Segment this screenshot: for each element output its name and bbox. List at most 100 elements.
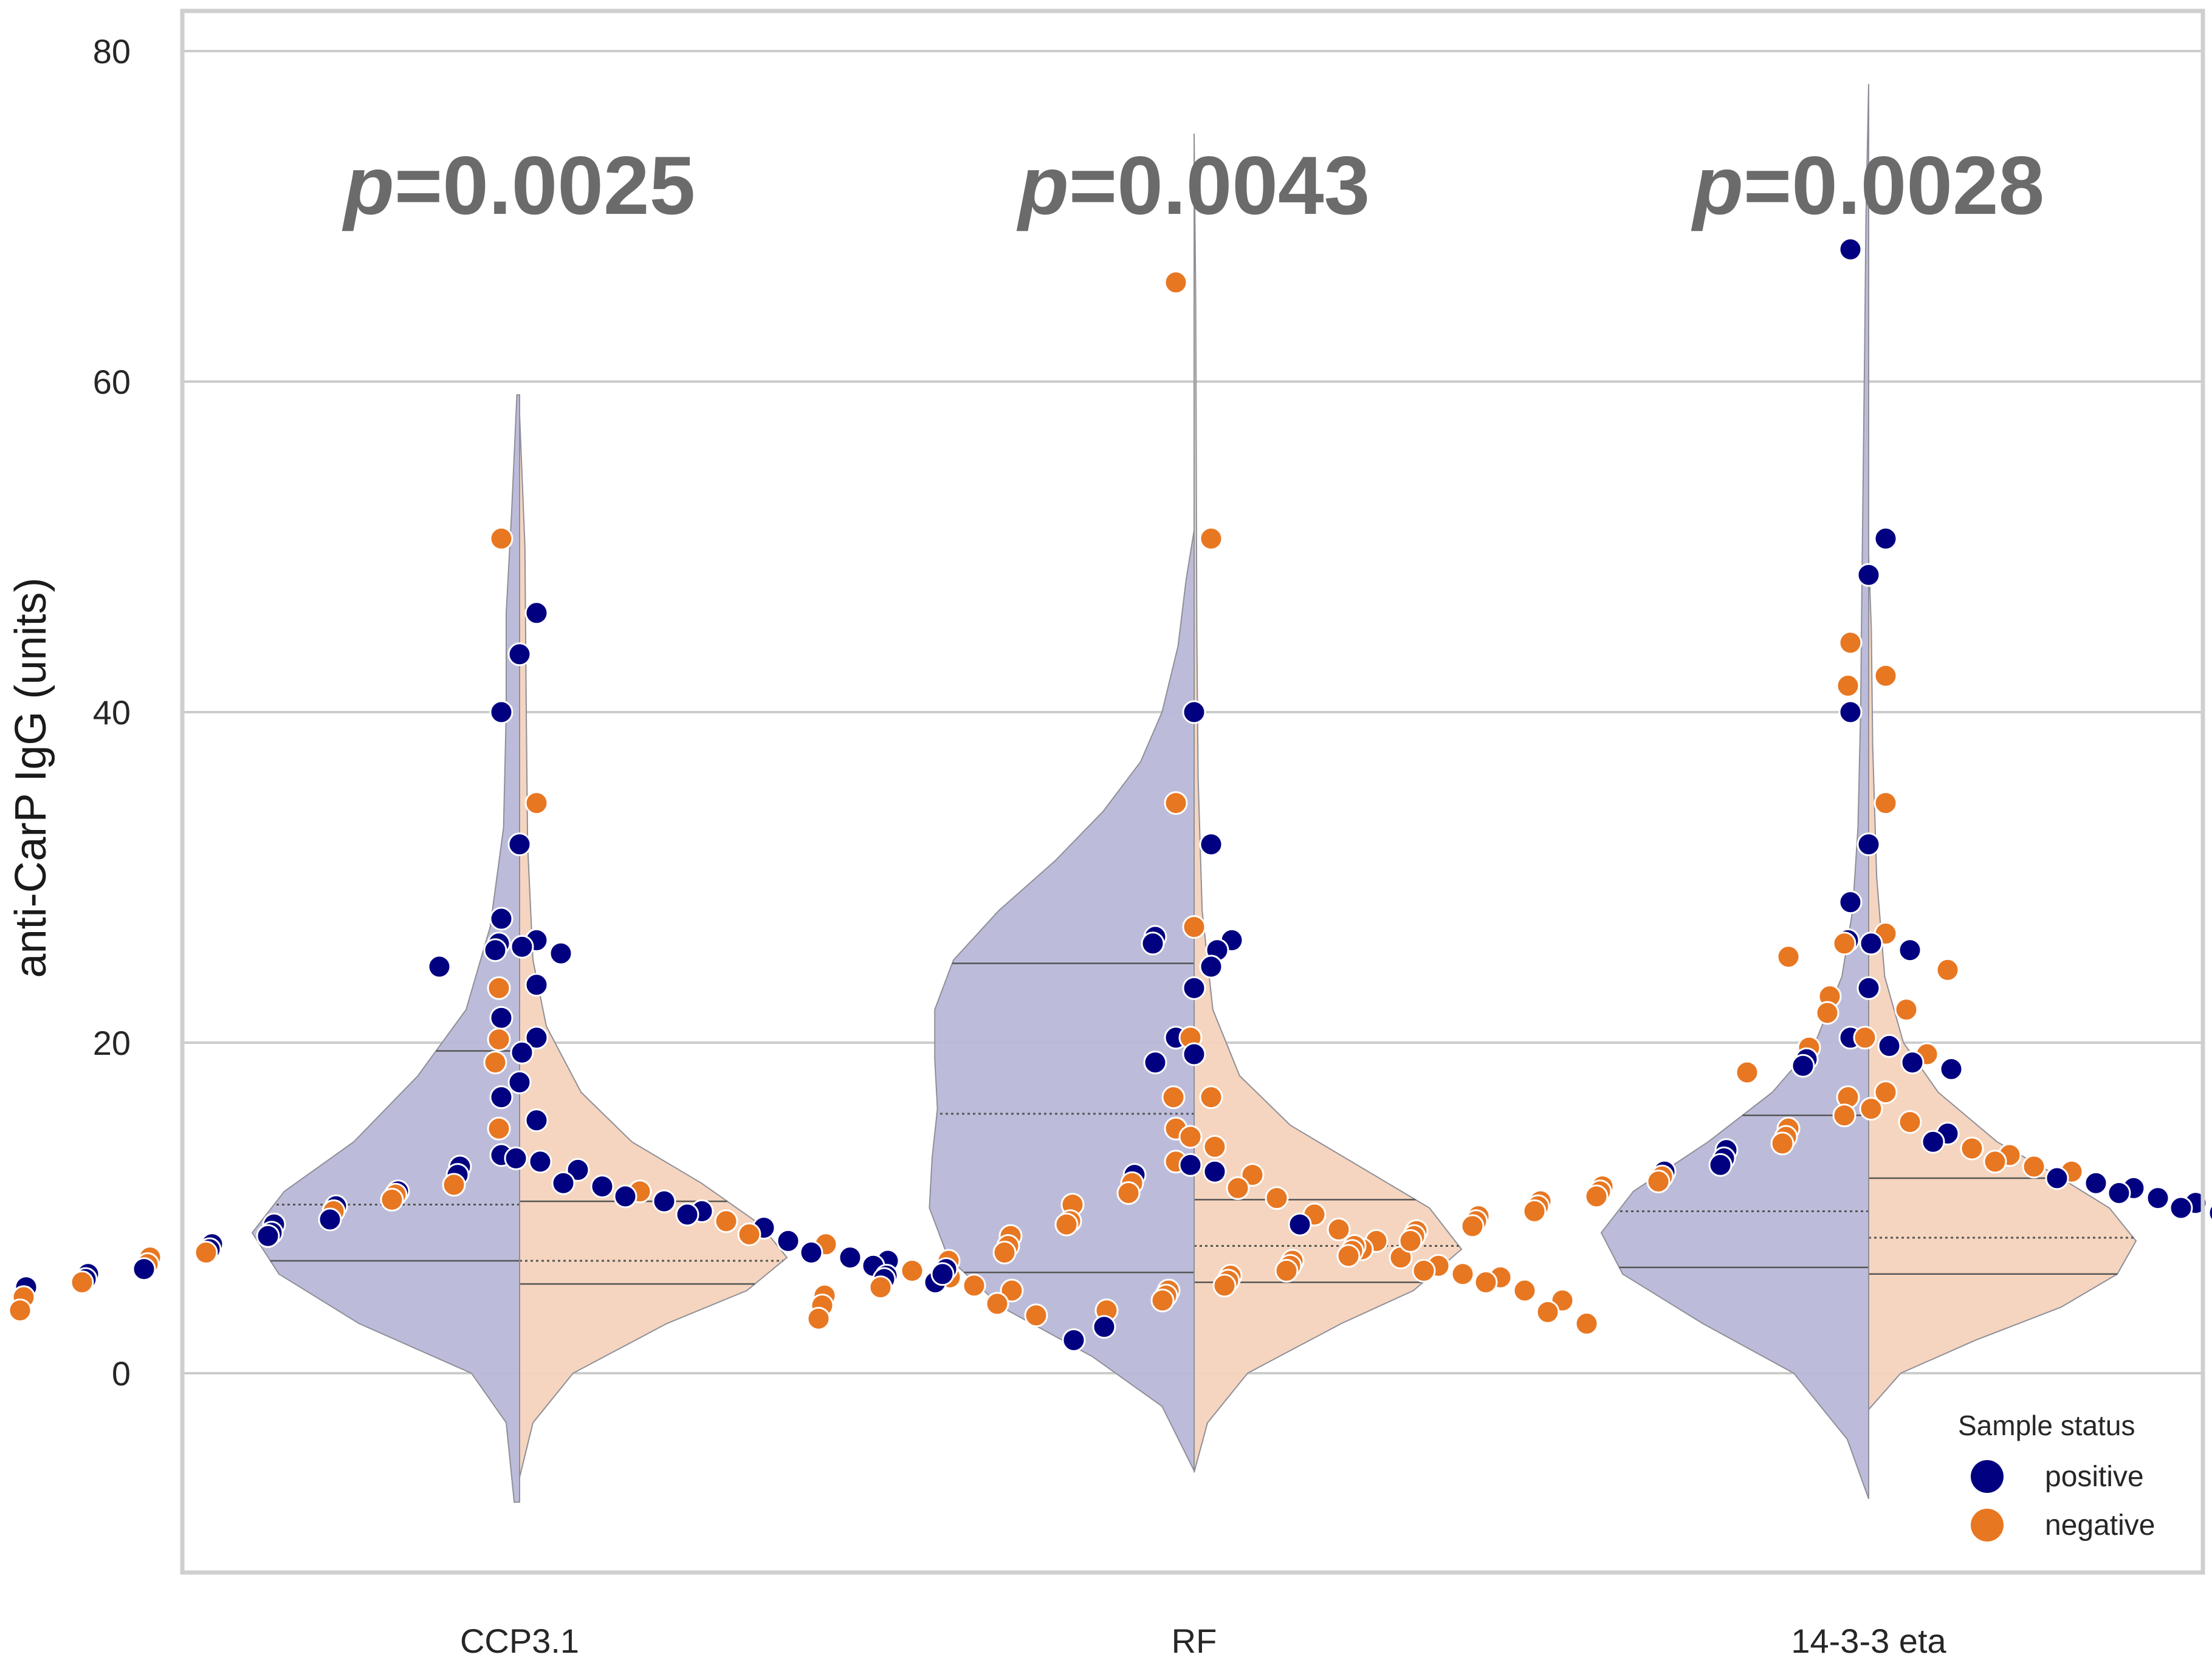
data-point-positive <box>483 938 507 962</box>
data-point-negative <box>1024 1303 1048 1328</box>
data-point-positive <box>2107 1181 2131 1205</box>
data-point-positive <box>1182 700 1206 724</box>
data-point-positive <box>1921 1130 1945 1154</box>
data-point-positive <box>1203 1159 1227 1184</box>
p-value-number: =0.0025 <box>394 139 695 232</box>
data-point-negative <box>1336 1244 1361 1268</box>
data-point-positive <box>1141 931 1165 956</box>
violin-negative-1 <box>1194 133 1463 1473</box>
data-point-negative <box>1898 1110 1922 1134</box>
data-point-positive <box>1900 1051 1925 1075</box>
data-point-positive <box>551 1171 575 1195</box>
data-point-positive <box>507 1070 532 1094</box>
data-point-negative <box>1000 1278 1024 1303</box>
data-point-positive <box>776 1229 800 1253</box>
data-point-negative <box>1584 1184 1609 1209</box>
data-point-negative <box>1265 1186 1289 1210</box>
violin-negative-2 <box>1868 555 2137 1410</box>
data-point-negative <box>8 1298 32 1323</box>
data-point-positive <box>507 832 532 857</box>
p-value-prefix: p <box>1691 139 1743 232</box>
p-value-label: p=0.0025 <box>342 139 695 232</box>
data-point-negative <box>1874 791 1898 815</box>
violin-positive-2 <box>1600 84 1869 1500</box>
data-point-positive <box>1182 976 1206 1000</box>
data-point-positive <box>510 1040 534 1065</box>
data-point-negative <box>1874 664 1898 688</box>
data-point-positive <box>1178 1153 1203 1177</box>
data-point-positive <box>132 1257 156 1281</box>
data-point-negative <box>1054 1212 1079 1236</box>
data-point-negative <box>1735 1060 1759 1085</box>
data-point-negative <box>442 1173 466 1197</box>
data-point-positive <box>613 1184 637 1209</box>
data-point-negative <box>1983 1150 2007 1174</box>
violins <box>251 84 2137 1503</box>
data-point-positive <box>2146 1186 2170 1210</box>
data-point-positive <box>1856 976 1881 1000</box>
data-point-positive <box>549 941 573 965</box>
y-tick-label: 40 <box>93 693 131 732</box>
data-point-negative <box>1274 1258 1299 1283</box>
p-value-number: =0.0043 <box>1069 139 1370 232</box>
data-point-negative <box>487 1116 511 1140</box>
data-point-positive <box>507 642 532 667</box>
legend-label-positive: positive <box>2045 1461 2144 1493</box>
data-point-negative <box>1199 1085 1223 1110</box>
legend: Sample status positive negative <box>1958 1410 2155 1542</box>
data-point-positive <box>1874 526 1898 550</box>
data-points <box>8 237 2212 1353</box>
data-point-negative <box>1935 958 1960 982</box>
data-point-negative <box>1150 1288 1175 1312</box>
violin-positive-1 <box>929 530 1195 1471</box>
data-point-negative <box>1164 270 1188 295</box>
data-point-positive <box>1062 1328 1086 1353</box>
data-point-negative <box>2022 1154 2046 1179</box>
data-point-negative <box>1874 1080 1898 1105</box>
data-point-negative <box>1513 1278 1537 1303</box>
data-point-positive <box>504 1146 528 1170</box>
data-point-negative <box>1536 1300 1560 1324</box>
p-value-number: =0.0028 <box>1743 139 2044 232</box>
data-point-negative <box>194 1240 218 1264</box>
data-point-negative <box>1240 1163 1265 1187</box>
data-point-positive <box>1856 832 1881 857</box>
data-point-positive <box>1708 1153 1733 1177</box>
x-tick-label: 14-3-3 eta <box>1791 1622 1946 1660</box>
data-point-negative <box>1116 1181 1141 1205</box>
data-point-positive <box>489 1006 514 1030</box>
data-point-positive <box>1898 938 1922 962</box>
data-point-negative <box>962 1274 986 1298</box>
data-point-negative <box>1770 1131 1795 1156</box>
data-point-positive <box>524 1108 549 1133</box>
data-point-positive <box>524 1026 549 1050</box>
data-point-negative <box>737 1223 761 1246</box>
data-point-negative <box>1460 1214 1485 1238</box>
data-point-negative <box>1776 945 1801 969</box>
legend-label-negative: negative <box>2045 1509 2155 1542</box>
data-point-negative <box>900 1258 924 1283</box>
y-tick-label: 60 <box>93 363 131 401</box>
legend-title: Sample status <box>1958 1410 2135 1441</box>
data-point-positive <box>1838 890 1863 914</box>
data-point-negative <box>487 1027 511 1052</box>
data-point-negative <box>1226 1176 1250 1200</box>
data-point-negative <box>985 1292 1009 1316</box>
data-point-negative <box>487 976 511 1000</box>
data-point-negative <box>1646 1170 1671 1193</box>
y-axis-title: anti-CarP IgG (units) <box>7 578 55 978</box>
data-point-positive <box>590 1175 614 1199</box>
data-point-negative <box>1164 791 1188 815</box>
data-point-negative <box>868 1275 893 1300</box>
data-point-positive <box>1877 1034 1901 1058</box>
data-point-positive <box>566 1158 590 1182</box>
data-point-positive <box>489 907 514 931</box>
data-point-positive <box>489 1085 514 1110</box>
data-point-positive <box>524 973 549 997</box>
data-point-positive <box>1859 931 1883 956</box>
data-point-positive <box>1199 832 1223 857</box>
data-point-negative <box>1203 1134 1227 1159</box>
data-point-negative <box>992 1240 1017 1264</box>
data-point-negative <box>70 1270 94 1294</box>
